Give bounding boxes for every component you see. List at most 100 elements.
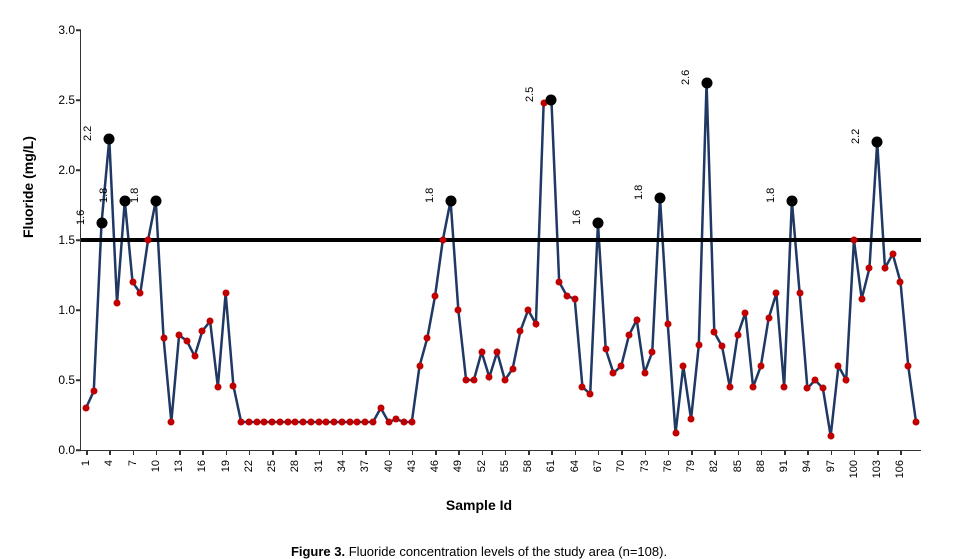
data-marker — [424, 335, 431, 342]
x-tick-mark — [854, 450, 856, 455]
x-tick-mark — [691, 450, 693, 455]
data-marker — [509, 365, 516, 372]
y-tick-mark — [76, 99, 81, 101]
data-marker — [889, 251, 896, 258]
highlight-label: 1.6 — [571, 210, 583, 225]
data-marker — [307, 419, 314, 426]
highlight-label: 2.2 — [850, 129, 862, 144]
x-tick-mark — [621, 450, 623, 455]
data-marker — [238, 419, 245, 426]
data-marker — [338, 419, 345, 426]
data-marker — [253, 419, 260, 426]
data-marker — [207, 318, 214, 325]
y-tick-mark — [76, 309, 81, 311]
threshold-line — [81, 238, 921, 242]
x-tick-label: 58 — [522, 460, 534, 472]
data-marker — [222, 290, 229, 297]
chart-container: 0.00.51.01.52.02.53.01471013161922252831… — [20, 20, 938, 525]
data-marker — [587, 391, 594, 398]
x-tick-mark — [505, 450, 507, 455]
data-marker — [835, 363, 842, 370]
highlight-label: 2.5 — [524, 87, 536, 102]
x-tick-label: 85 — [732, 460, 744, 472]
x-tick-mark — [761, 450, 763, 455]
highlight-marker — [786, 195, 797, 206]
y-tick-mark — [76, 29, 81, 31]
x-tick-label: 73 — [639, 460, 651, 472]
data-marker — [750, 384, 757, 391]
data-marker — [625, 332, 632, 339]
data-marker — [478, 349, 485, 356]
data-marker — [858, 295, 865, 302]
highlight-marker — [150, 195, 161, 206]
highlight-marker — [655, 193, 666, 204]
data-marker — [230, 382, 237, 389]
data-marker — [618, 363, 625, 370]
x-tick-mark — [458, 450, 460, 455]
data-marker — [525, 307, 532, 314]
data-marker — [137, 290, 144, 297]
data-marker — [191, 353, 198, 360]
x-tick-mark — [133, 450, 135, 455]
x-tick-mark — [249, 450, 251, 455]
plot-area: 0.00.51.01.52.02.53.01471013161922252831… — [80, 30, 921, 451]
x-tick-mark — [598, 450, 600, 455]
data-marker — [377, 405, 384, 412]
data-marker — [649, 349, 656, 356]
highlight-label: 1.8 — [129, 188, 141, 203]
data-marker — [245, 419, 252, 426]
data-marker — [83, 405, 90, 412]
data-marker — [641, 370, 648, 377]
x-tick-label: 55 — [499, 460, 511, 472]
highlight-marker — [701, 78, 712, 89]
data-marker — [401, 419, 408, 426]
x-tick-mark — [365, 450, 367, 455]
data-marker — [571, 295, 578, 302]
data-marker — [439, 237, 446, 244]
highlight-marker — [546, 95, 557, 106]
y-tick-mark — [76, 239, 81, 241]
x-tick-label: 31 — [313, 460, 325, 472]
x-tick-mark — [831, 450, 833, 455]
data-marker — [501, 377, 508, 384]
x-tick-label: 13 — [173, 460, 185, 472]
data-marker — [664, 321, 671, 328]
x-tick-label: 97 — [825, 460, 837, 472]
data-marker — [346, 419, 353, 426]
x-tick-label: 28 — [289, 460, 301, 472]
data-marker — [517, 328, 524, 335]
data-marker — [183, 337, 190, 344]
highlight-label: 1.8 — [424, 188, 436, 203]
x-tick-label: 22 — [243, 460, 255, 472]
data-marker — [532, 321, 539, 328]
data-marker — [765, 315, 772, 322]
x-tick-mark — [807, 450, 809, 455]
data-marker — [563, 293, 570, 300]
data-marker — [711, 329, 718, 336]
data-marker — [276, 419, 283, 426]
data-marker — [757, 363, 764, 370]
x-tick-label: 91 — [778, 460, 790, 472]
highlight-label: 2.6 — [680, 70, 692, 85]
x-tick-mark — [877, 450, 879, 455]
x-tick-label: 19 — [220, 460, 232, 472]
data-marker — [393, 416, 400, 423]
data-marker — [160, 335, 167, 342]
data-marker — [494, 349, 501, 356]
data-marker — [579, 384, 586, 391]
data-marker — [331, 419, 338, 426]
data-marker — [168, 419, 175, 426]
x-tick-mark — [551, 450, 553, 455]
data-marker — [850, 237, 857, 244]
data-marker — [742, 309, 749, 316]
data-marker — [680, 363, 687, 370]
data-marker — [773, 290, 780, 297]
data-marker — [385, 419, 392, 426]
data-marker — [610, 370, 617, 377]
x-axis-label: Sample Id — [446, 497, 512, 513]
x-tick-label: 43 — [406, 460, 418, 472]
x-tick-label: 106 — [894, 460, 906, 478]
x-tick-mark — [179, 450, 181, 455]
data-marker — [416, 363, 423, 370]
data-marker — [470, 377, 477, 384]
